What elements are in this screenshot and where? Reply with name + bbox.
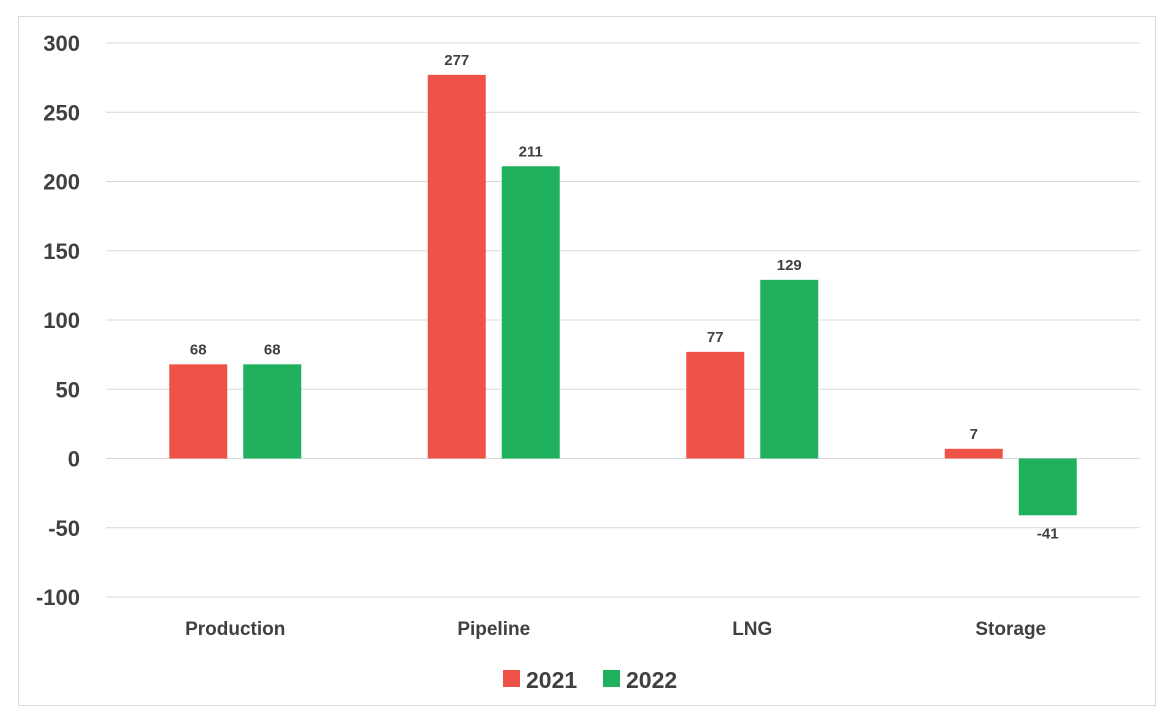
y-tick-label: 300 [43, 31, 80, 56]
y-tick-label: 0 [68, 447, 80, 472]
data-label: -41 [1037, 525, 1059, 542]
bar-storage-2021 [944, 448, 1003, 459]
bar-lng-2022 [760, 279, 819, 459]
bar-pipeline-2021 [427, 74, 486, 459]
legend-item-2021[interactable]: 2021 [503, 667, 577, 693]
legend-swatch [603, 670, 620, 687]
x-category-label: LNG [732, 619, 772, 640]
bars [169, 74, 1077, 516]
data-label: 68 [264, 341, 281, 358]
x-axis-categories: Production Pipeline LNG Storage [185, 619, 1046, 640]
data-label: 68 [190, 341, 207, 358]
data-label: 129 [777, 257, 802, 274]
legend-label: 2021 [526, 667, 577, 693]
legend-swatch [503, 670, 520, 687]
legend[interactable]: 2021 2022 [503, 667, 677, 693]
bar-production-2021 [169, 364, 228, 459]
bar-pipeline-2022 [501, 166, 560, 459]
chart-frame [18, 16, 1156, 706]
legend-label: 2022 [626, 667, 677, 693]
bar-production-2022 [243, 364, 302, 459]
y-tick-label: 250 [43, 100, 80, 125]
x-category-label: Storage [975, 619, 1046, 640]
x-category-label: Production [185, 619, 285, 640]
y-tick-label: -100 [36, 585, 80, 610]
y-tick-label: 200 [43, 170, 80, 195]
y-axis-ticks: 300 250 200 150 100 50 0 -50 -100 [36, 31, 80, 610]
data-label: 7 [970, 426, 978, 443]
y-tick-label: 50 [56, 377, 80, 402]
bar-lng-2021 [686, 351, 745, 459]
y-tick-label: 150 [43, 239, 80, 264]
bar-storage-2022 [1018, 458, 1077, 516]
x-category-label: Pipeline [457, 619, 530, 640]
y-tick-label: -50 [48, 516, 80, 541]
legend-item-2022[interactable]: 2022 [603, 667, 677, 693]
y-tick-label: 100 [43, 308, 80, 333]
gridlines [106, 42, 1140, 598]
data-label: 277 [444, 52, 469, 69]
data-label: 77 [707, 329, 724, 346]
data-labels: 68 68 277 211 77 129 7 -41 [190, 52, 1059, 542]
data-label: 211 [519, 143, 543, 160]
